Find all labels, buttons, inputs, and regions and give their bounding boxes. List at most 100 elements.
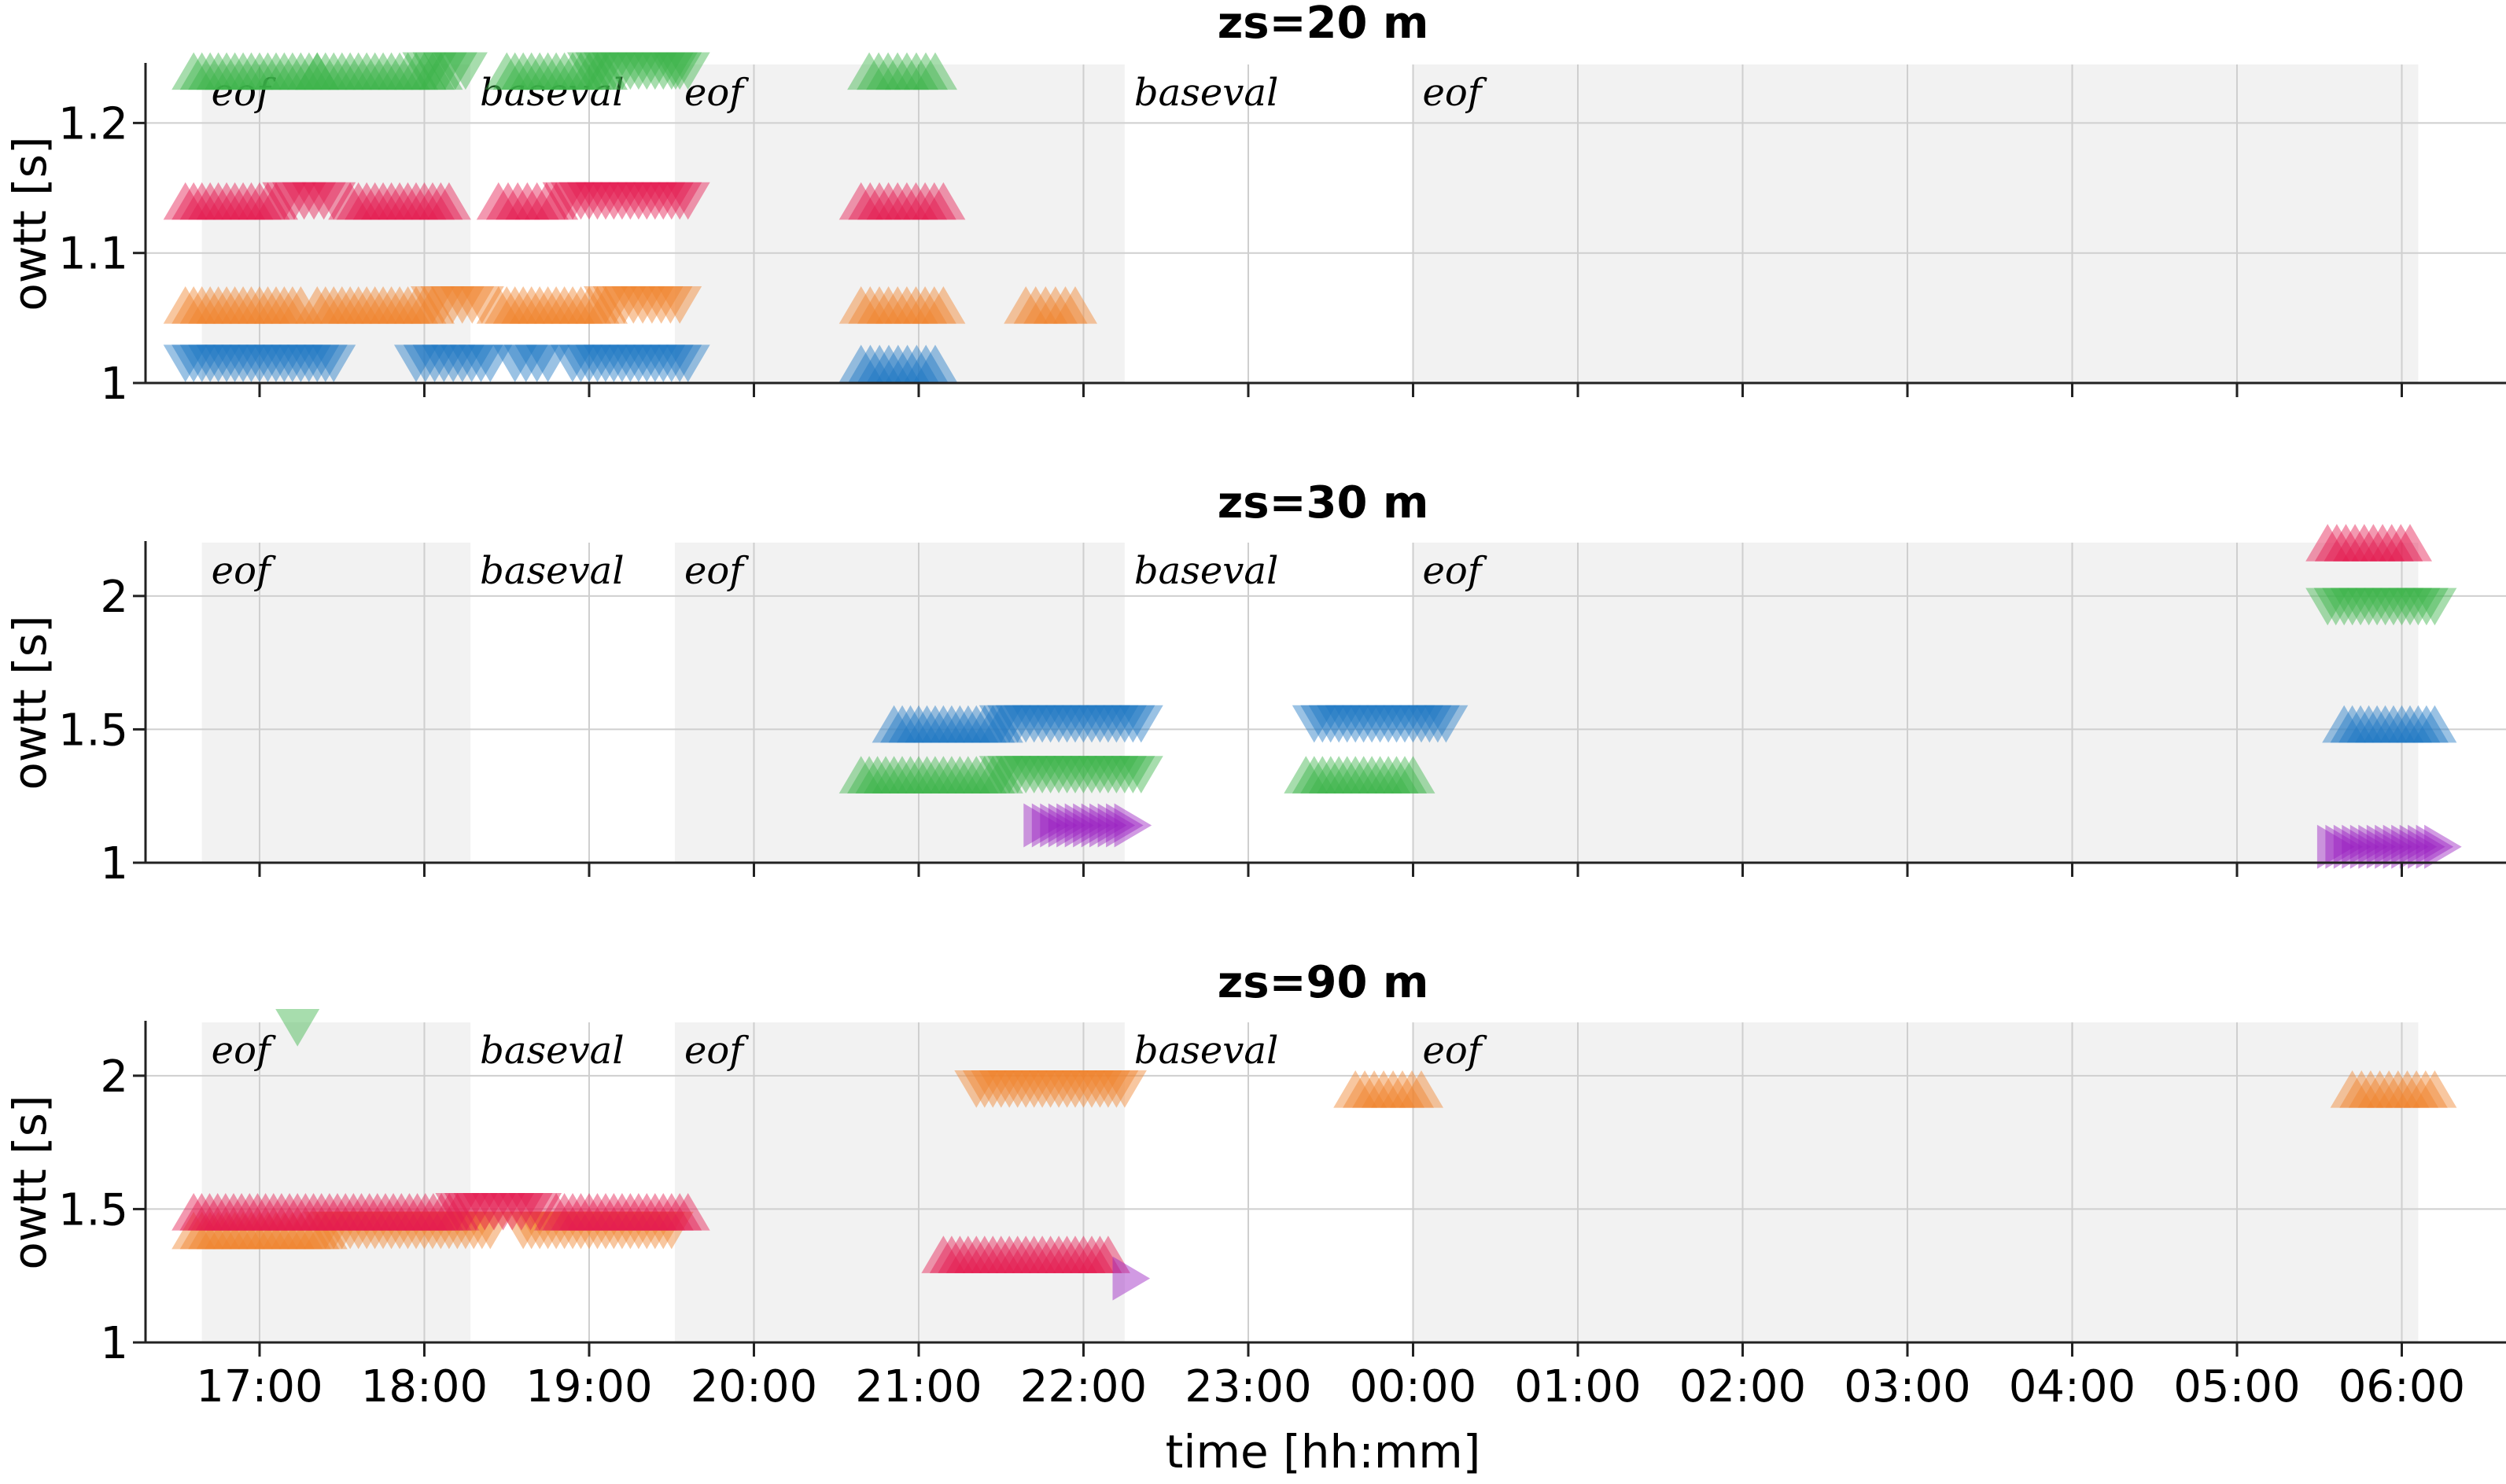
data-point <box>608 1193 653 1231</box>
data-point <box>229 286 274 324</box>
data-point <box>286 1211 331 1250</box>
data-point <box>435 1193 480 1231</box>
data-point <box>245 1211 290 1250</box>
data-point <box>426 1211 471 1250</box>
data-point <box>1078 756 1122 794</box>
data-point <box>649 1211 694 1250</box>
x-tick-label: 06:00 <box>2338 1361 2465 1412</box>
data-point <box>328 182 373 220</box>
data-point <box>451 1211 496 1250</box>
data-point <box>1362 1070 1406 1108</box>
data-point <box>492 344 537 382</box>
y-tick-label: 1.1 <box>58 229 128 280</box>
data-point <box>584 52 628 90</box>
data-point <box>1317 756 1362 794</box>
data-point <box>632 1193 677 1231</box>
data-point <box>1028 756 1073 794</box>
data-point <box>2339 1070 2384 1108</box>
data-point <box>254 182 298 220</box>
data-point <box>1045 705 1089 743</box>
data-point <box>2371 705 2416 743</box>
data-point <box>567 52 611 90</box>
data-point <box>847 52 892 90</box>
data-point <box>319 1211 364 1250</box>
data-point <box>995 1070 1040 1108</box>
data-point <box>584 52 628 90</box>
x-tick-label: 03:00 <box>1844 1361 1970 1412</box>
data-point <box>303 1211 348 1250</box>
data-point <box>665 344 710 382</box>
data-point <box>501 286 546 324</box>
data-point <box>534 1211 579 1250</box>
data-point <box>567 286 611 324</box>
data-point <box>2314 524 2359 562</box>
data-point <box>978 705 1023 743</box>
data-point <box>1028 1235 1073 1273</box>
data-point <box>551 182 595 220</box>
data-point <box>978 1070 1023 1108</box>
data-point <box>1089 803 1127 848</box>
data-point <box>328 1211 373 1250</box>
data-point <box>1053 1235 1097 1273</box>
data-point <box>1102 756 1147 794</box>
data-point <box>894 286 938 324</box>
band-label-baseval: baseval <box>480 71 624 115</box>
data-point <box>459 1211 504 1250</box>
data-point <box>238 344 282 382</box>
data-point <box>450 286 495 324</box>
data-point <box>299 1193 344 1231</box>
data-point <box>1053 705 1097 743</box>
data-point <box>430 286 475 324</box>
data-point <box>221 1211 266 1250</box>
data-point <box>632 344 677 382</box>
data-point <box>411 1211 455 1250</box>
data-point <box>608 344 653 382</box>
data-point <box>2305 524 2350 562</box>
data-point <box>558 52 603 90</box>
data-point <box>611 286 656 324</box>
band-eof <box>201 64 471 383</box>
data-point <box>179 1193 224 1231</box>
data-point <box>2330 705 2375 743</box>
data-point <box>1333 756 1378 794</box>
data-point <box>440 286 485 324</box>
data-point <box>897 705 941 743</box>
data-point <box>921 182 966 220</box>
data-point <box>2338 705 2383 743</box>
data-point <box>875 286 920 324</box>
data-point <box>875 52 920 90</box>
data-point <box>1085 1235 1130 1273</box>
data-point <box>319 52 364 90</box>
data-point <box>1023 803 1061 848</box>
data-point <box>885 52 929 90</box>
data-point <box>1056 803 1094 848</box>
data-point <box>402 52 447 90</box>
data-point <box>238 182 282 220</box>
data-point <box>866 52 911 90</box>
data-point <box>524 182 569 220</box>
data-point <box>894 344 939 382</box>
data-point <box>245 182 290 220</box>
data-point <box>2383 824 2421 869</box>
data-point <box>1070 705 1114 743</box>
data-point <box>2330 587 2375 626</box>
data-point <box>2333 524 2378 562</box>
data-point <box>857 182 901 220</box>
data-point <box>311 52 356 90</box>
data-point <box>558 286 603 324</box>
data-point <box>905 756 949 794</box>
data-point <box>1366 756 1411 794</box>
data-point <box>2369 524 2414 562</box>
data-point <box>591 1193 636 1231</box>
data-point <box>1081 803 1119 848</box>
data-point <box>2313 587 2358 626</box>
data-point <box>418 182 463 220</box>
data-point <box>1028 1070 1073 1108</box>
data-point <box>599 52 644 90</box>
data-point <box>385 1211 430 1250</box>
data-point <box>336 286 381 324</box>
data-point <box>345 182 389 220</box>
data-point <box>188 182 233 220</box>
data-point <box>187 1193 232 1231</box>
